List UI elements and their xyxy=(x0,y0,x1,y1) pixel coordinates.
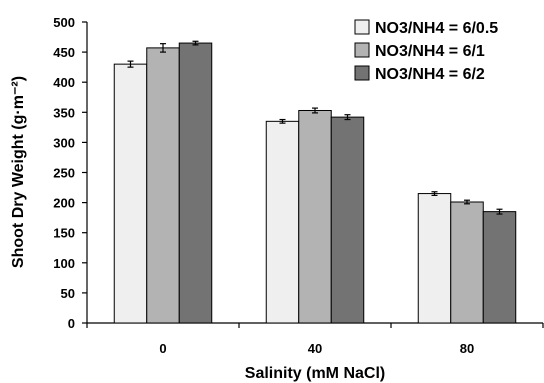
y-tick-label: 500 xyxy=(53,15,75,30)
legend-label: NO3/NH4 = 6/1 xyxy=(375,43,485,60)
y-tick-label: 350 xyxy=(53,105,75,120)
legend-label: NO3/NH4 = 6/0.5 xyxy=(375,20,498,37)
legend: NO3/NH4 = 6/0.5 NO3/NH4 = 6/1 NO3/NH4 = 6/… xyxy=(354,19,498,83)
x-axis: 0 40 80 xyxy=(86,322,544,356)
y-tick-label: 100 xyxy=(53,256,75,271)
bar xyxy=(265,120,300,324)
bar xyxy=(113,63,148,324)
y-axis-title: Shoot Dry Weight (g·m⁻²) xyxy=(10,76,27,268)
y-tick-label: 50 xyxy=(61,286,75,301)
bar xyxy=(146,47,180,324)
y-tick-label: 250 xyxy=(53,166,75,181)
bar xyxy=(482,211,517,324)
bar xyxy=(450,201,484,324)
x-tick-label: 40 xyxy=(308,341,322,356)
bar xyxy=(178,42,213,324)
x-axis-title: Salinity (mM NaCl) xyxy=(245,365,385,382)
bars xyxy=(113,40,517,324)
legend-swatch xyxy=(354,65,370,81)
legend-swatch xyxy=(354,42,370,58)
y-tick-label: 450 xyxy=(53,45,75,60)
x-tick-label: 0 xyxy=(159,341,166,356)
legend-swatch xyxy=(354,19,370,35)
legend-label: NO3/NH4 = 6/2 xyxy=(375,66,485,83)
y-tick-label: 400 xyxy=(53,75,75,90)
y-axis: 0 50 100 150 200 250 300 350 400 450 500 xyxy=(53,15,88,331)
y-tick-label: 0 xyxy=(68,316,75,331)
bar xyxy=(417,193,452,324)
bar xyxy=(330,116,365,324)
y-tick-label: 150 xyxy=(53,226,75,241)
y-tick-label: 300 xyxy=(53,135,75,150)
y-tick-label: 200 xyxy=(53,196,75,211)
bar xyxy=(298,109,332,324)
x-tick-label: 80 xyxy=(460,341,474,356)
